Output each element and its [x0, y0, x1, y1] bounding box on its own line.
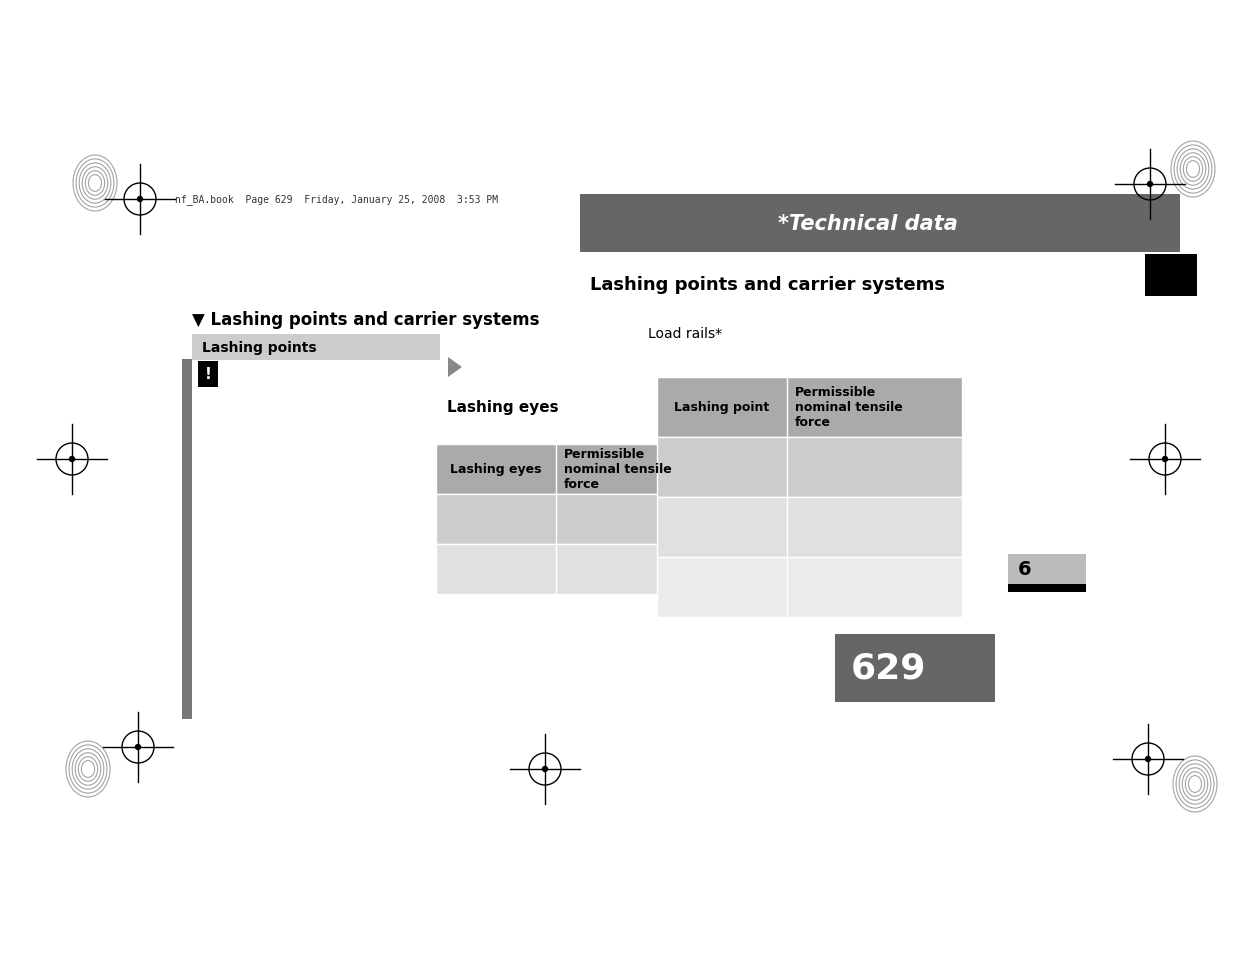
Text: Lashing point: Lashing point [674, 401, 769, 414]
Text: Permissible
nominal tensile
force: Permissible nominal tensile force [564, 448, 672, 491]
Bar [657, 377, 962, 437]
Bar [657, 558, 962, 618]
Text: Permissible
nominal tensile
force: Permissible nominal tensile force [795, 386, 903, 429]
Circle shape [137, 196, 143, 203]
Text: Load rails*: Load rails* [648, 327, 722, 340]
Bar [436, 495, 714, 544]
Bar [657, 437, 962, 497]
Bar [182, 359, 191, 720]
Circle shape [1162, 456, 1168, 463]
Bar [835, 635, 995, 702]
Bar [1008, 584, 1086, 593]
Text: nf_BA.book  Page 629  Friday, January 25, 2008  3:53 PM: nf_BA.book Page 629 Friday, January 25, … [175, 194, 498, 205]
Bar [1008, 555, 1086, 584]
Text: Lashing eyes: Lashing eyes [451, 463, 542, 476]
Bar [436, 444, 714, 495]
Circle shape [542, 766, 548, 772]
Circle shape [1145, 756, 1151, 762]
Polygon shape [448, 357, 462, 377]
Circle shape [135, 744, 141, 750]
Text: 6: 6 [1018, 560, 1031, 578]
Bar [436, 544, 714, 595]
Text: 629: 629 [851, 651, 926, 685]
Text: ▼ Lashing points and carrier systems: ▼ Lashing points and carrier systems [191, 311, 540, 329]
Bar [191, 335, 440, 360]
Bar [657, 497, 962, 558]
Text: *Technical data: *Technical data [778, 213, 958, 233]
Text: !: ! [205, 367, 211, 382]
Circle shape [1147, 182, 1153, 188]
Bar [1145, 254, 1197, 296]
Text: Lashing points: Lashing points [203, 340, 316, 355]
Circle shape [69, 456, 75, 463]
Bar [198, 361, 219, 388]
Text: Lashing eyes: Lashing eyes [447, 400, 558, 416]
Bar [580, 194, 1179, 253]
Text: Lashing points and carrier systems: Lashing points and carrier systems [590, 275, 945, 294]
